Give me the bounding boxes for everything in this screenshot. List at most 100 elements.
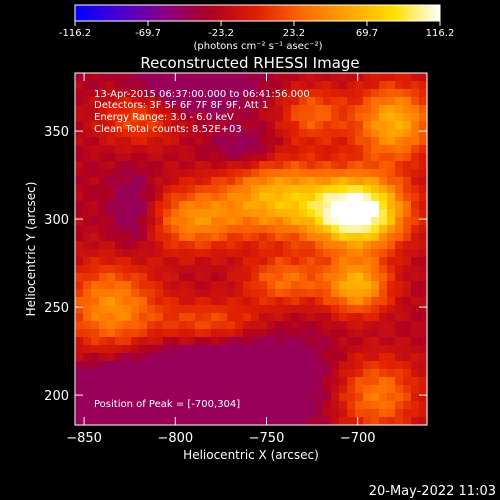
heatmap-cell (315, 121, 324, 130)
heatmap-cell (91, 225, 100, 234)
heatmap-cell (139, 137, 148, 146)
heatmap-cell (75, 145, 84, 154)
heatmap-cell (91, 249, 100, 258)
heatmap-cell (131, 417, 140, 426)
heatmap-cell (139, 305, 148, 314)
heatmap-cell (99, 273, 108, 282)
heatmap-cell (131, 105, 140, 114)
heatmap-cell (315, 233, 324, 242)
heatmap-cell (155, 313, 164, 322)
heatmap-cell (411, 385, 420, 394)
heatmap-cell (299, 321, 308, 330)
heatmap-cell (139, 169, 148, 178)
heatmap-cell (123, 377, 132, 386)
heatmap-cell (235, 337, 244, 346)
heatmap-cell (75, 417, 84, 426)
heatmap-cell (283, 337, 292, 346)
heatmap-cell (363, 209, 372, 218)
heatmap-cell (283, 169, 292, 178)
heatmap-cell (235, 241, 244, 250)
heatmap-cell (291, 305, 300, 314)
heatmap-cell (411, 377, 420, 386)
heatmap-cell (267, 401, 276, 410)
heatmap-cell (179, 137, 188, 146)
heatmap-cell (219, 265, 228, 274)
heatmap-cell (75, 81, 84, 90)
heatmap-cell (91, 345, 100, 354)
heatmap-cell (123, 81, 132, 90)
heatmap-cell (387, 73, 396, 82)
heatmap-cell (147, 377, 156, 386)
heatmap-cell (299, 353, 308, 362)
heatmap-cell (259, 257, 268, 266)
heatmap-cell (163, 297, 172, 306)
heatmap-cell (419, 377, 428, 386)
heatmap-cell (371, 377, 380, 386)
heatmap-cell (411, 153, 420, 162)
heatmap-cell (275, 177, 284, 186)
heatmap-cell (115, 265, 124, 274)
heatmap-cell (115, 97, 124, 106)
heatmap-cell (347, 281, 356, 290)
heatmap-cell (363, 97, 372, 106)
heatmap-cell (411, 81, 420, 90)
heatmap-cell (323, 377, 332, 386)
heatmap-cell (363, 273, 372, 282)
heatmap-cell (355, 97, 364, 106)
heatmap-cell (203, 129, 212, 138)
heatmap-cell (107, 185, 116, 194)
heatmap-cell (331, 337, 340, 346)
heatmap-cell (307, 265, 316, 274)
heatmap-cell (235, 105, 244, 114)
heatmap-cell (259, 217, 268, 226)
heatmap-cell (283, 281, 292, 290)
y-tick-label: 200 (44, 389, 69, 404)
heatmap-cell (347, 289, 356, 298)
heatmap-cell (283, 401, 292, 410)
heatmap-cell (347, 193, 356, 202)
heatmap-cell (163, 401, 172, 410)
heatmap-cell (283, 161, 292, 170)
heatmap-cell (219, 385, 228, 394)
heatmap-cell (123, 353, 132, 362)
heatmap-cell (411, 273, 420, 282)
heatmap-cell (411, 313, 420, 322)
heatmap-cell (195, 409, 204, 418)
heatmap-cell (267, 257, 276, 266)
heatmap-cell (179, 209, 188, 218)
heatmap-cell (299, 273, 308, 282)
heatmap-cell (115, 73, 124, 82)
heatmap-cell (107, 313, 116, 322)
heatmap-cell (99, 393, 108, 402)
heatmap-cell (419, 289, 428, 298)
heatmap-cell (299, 289, 308, 298)
heatmap-cell (291, 81, 300, 90)
heatmap-cell (363, 257, 372, 266)
heatmap-cell (211, 313, 220, 322)
heatmap-cell (331, 361, 340, 370)
heatmap-cell (307, 129, 316, 138)
heatmap-cell (99, 361, 108, 370)
heatmap-cell (331, 73, 340, 82)
heatmap-cell (91, 393, 100, 402)
heatmap-cell (267, 321, 276, 330)
heatmap-cell (219, 313, 228, 322)
heatmap-cell (267, 273, 276, 282)
heatmap-cell (347, 313, 356, 322)
heatmap-cell (123, 153, 132, 162)
heatmap-cell (187, 337, 196, 346)
heatmap-cell (323, 105, 332, 114)
heatmap-cell (131, 369, 140, 378)
heatmap-cell (259, 89, 268, 98)
heatmap-cell (147, 193, 156, 202)
heatmap-cell (179, 265, 188, 274)
heatmap-cell (315, 337, 324, 346)
heatmap-cell (163, 225, 172, 234)
heatmap-cell (155, 337, 164, 346)
heatmap-cell (251, 329, 260, 338)
heatmap-cell (283, 305, 292, 314)
heatmap-cell (227, 289, 236, 298)
heatmap-cell (403, 337, 412, 346)
heatmap-cell (371, 337, 380, 346)
heatmap-cell (131, 121, 140, 130)
